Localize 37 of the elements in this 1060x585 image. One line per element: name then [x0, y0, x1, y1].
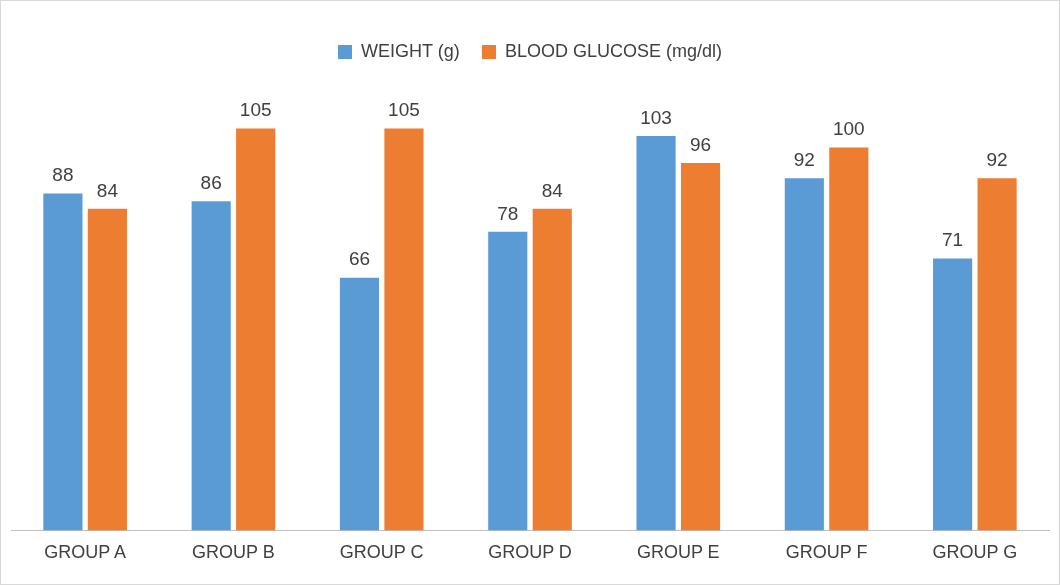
data-label: 84: [541, 179, 564, 201]
bar: [829, 147, 869, 531]
bar: [87, 208, 127, 531]
data-label: 66: [348, 248, 371, 270]
bar: [532, 208, 572, 531]
bar: [236, 128, 276, 531]
data-label: 71: [942, 229, 964, 251]
bar: [384, 128, 424, 531]
legend-label: WEIGHT (g): [360, 40, 460, 61]
bar: [636, 136, 676, 531]
x-tick-label: GROUP B: [192, 542, 275, 563]
data-label: 105: [239, 99, 272, 121]
x-tick-label: GROUP F: [785, 542, 868, 563]
data-label: 88: [52, 164, 74, 186]
data-label: 105: [388, 99, 420, 121]
data-label: 84: [96, 179, 119, 201]
data-label: 86: [200, 171, 222, 193]
bar: [977, 178, 1017, 531]
bar: [784, 178, 824, 531]
data-label: 96: [689, 133, 712, 155]
bar: [680, 162, 721, 531]
x-tick-label: GROUP D: [488, 542, 572, 563]
x-tick-label: GROUP A: [44, 542, 126, 563]
data-label: 100: [832, 118, 865, 140]
bar: [488, 231, 528, 531]
data-label: 92: [986, 148, 1008, 170]
x-tick-label: GROUP E: [636, 542, 720, 563]
x-tick-label: GROUP G: [932, 542, 1018, 563]
data-label: 78: [497, 202, 519, 224]
x-tick-label: GROUP C: [339, 542, 424, 563]
bar: [933, 258, 973, 531]
data-label: 92: [793, 148, 815, 170]
data-label: 103: [640, 106, 672, 128]
legend-label: BLOOD GLUCOSE (mg/dl): [504, 40, 723, 61]
bar: [339, 277, 380, 531]
bar: [43, 193, 83, 531]
bar: [191, 201, 231, 531]
